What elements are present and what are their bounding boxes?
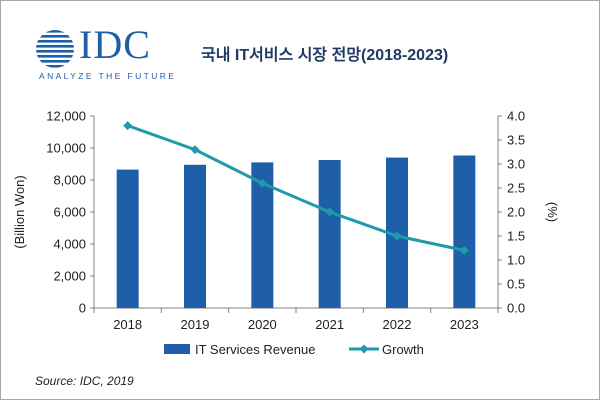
x-tick-label: 2023 [450, 317, 479, 332]
y-tick-label: 12,000 [46, 109, 86, 124]
growth-point-2022 [392, 231, 402, 241]
growth-point-2020 [257, 178, 267, 188]
growth-point-2023 [459, 245, 469, 255]
bar-2018 [116, 169, 139, 308]
y-tick-label: 2,000 [53, 269, 86, 284]
growth-point-2018 [123, 121, 133, 131]
legend-label-revenue: IT Services Revenue [195, 342, 315, 357]
y-axis-title: (Billion Won) [12, 175, 27, 248]
growth-point-2021 [325, 207, 335, 217]
growth-line [127, 124, 465, 252]
legend-label-growth: Growth [382, 342, 424, 357]
y2-tick-label: 3.5 [507, 133, 525, 148]
source-note: Source: IDC, 2019 [35, 374, 134, 388]
y-tick-label: 4,000 [53, 237, 86, 252]
growth-point-2019 [190, 145, 200, 155]
globe-icon [36, 30, 74, 68]
y2-tick-label: 4.0 [507, 109, 525, 124]
y2-tick-label: 0.0 [507, 301, 525, 316]
x-tick-label: 2020 [248, 317, 277, 332]
y2-tick-label: 2.0 [507, 205, 525, 220]
y-tick-label: 0 [79, 301, 86, 316]
x-tick-label: 2022 [383, 317, 412, 332]
idc-logo [35, 27, 185, 87]
y2-tick-label: 3.0 [507, 157, 525, 172]
x-tick-label: 2021 [315, 317, 344, 332]
x-tick-label: 2019 [181, 317, 210, 332]
bar-2020 [251, 162, 274, 308]
legend-bar-swatch [164, 344, 190, 354]
y2-tick-label: 1.0 [507, 253, 525, 268]
y-tick-label: 6,000 [53, 205, 86, 220]
y2-axis-title: (%) [545, 202, 560, 222]
bar-2021 [318, 160, 341, 308]
legend-line-marker [359, 344, 369, 354]
y2-tick-label: 2.5 [507, 181, 525, 196]
logo-tagline: ANALYZE THE FUTURE [39, 71, 177, 81]
y2-tick-label: 1.5 [507, 229, 525, 244]
y-tick-label: 10,000 [46, 141, 86, 156]
bar-2023 [453, 155, 476, 308]
y-tick-label: 8,000 [53, 173, 86, 188]
y2-tick-label: 0.5 [507, 277, 525, 292]
bar-2019 [184, 164, 206, 308]
x-tick-label: 2018 [113, 317, 142, 332]
chart-title: 국내 IT서비스 시장 전망(2018-2023) [201, 47, 449, 64]
logo-brand: IDC [79, 22, 151, 67]
